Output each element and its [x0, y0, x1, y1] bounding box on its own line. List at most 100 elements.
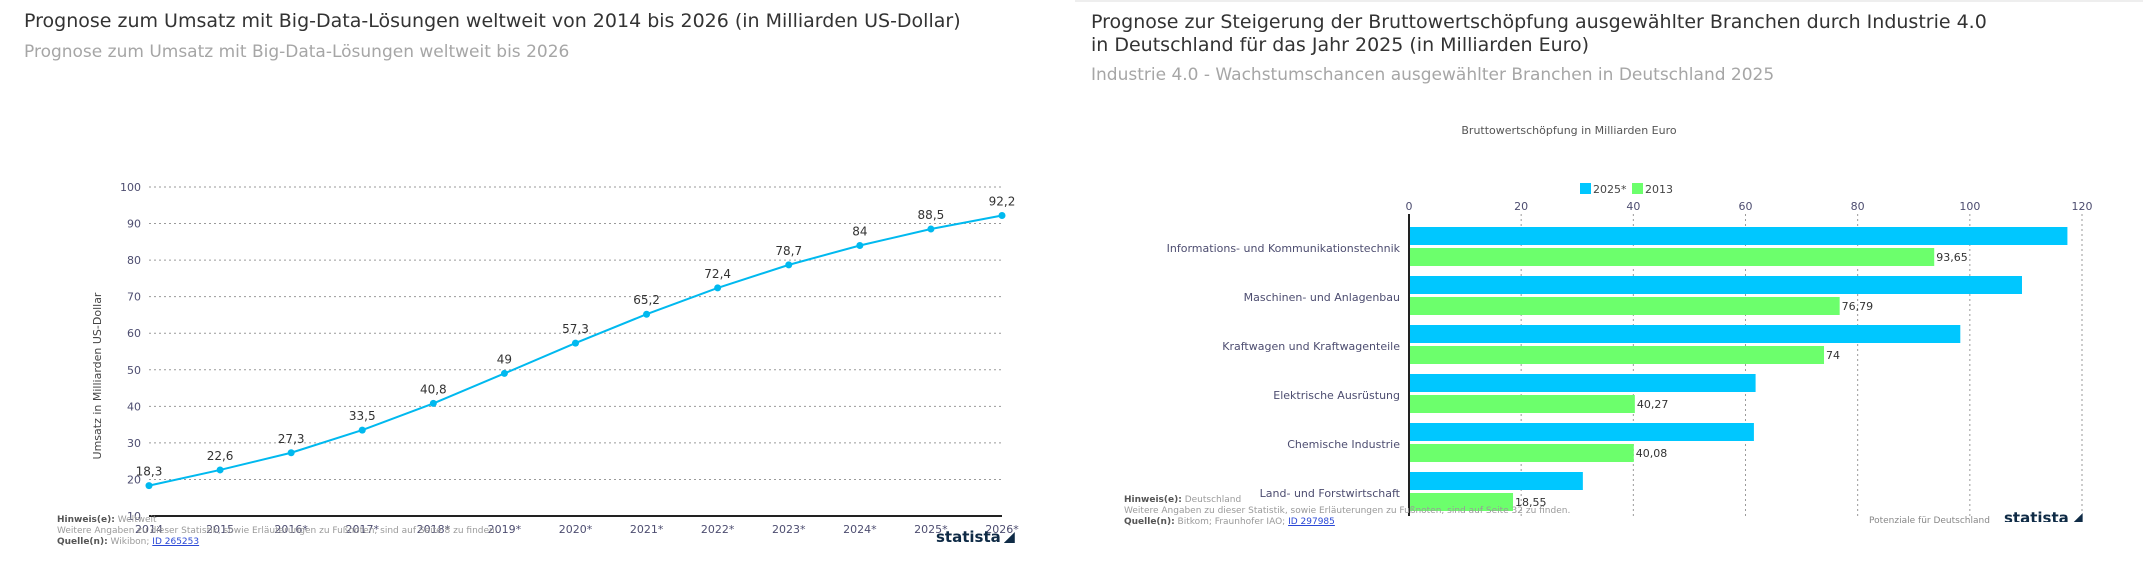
source-label: Quelle(n):: [57, 537, 108, 547]
data-label: 84: [852, 224, 867, 238]
note-value: Deutschland: [1184, 495, 1242, 505]
x-tick-label: 2014: [135, 523, 163, 536]
statista-logo: statista: [936, 528, 1015, 546]
data-point: [216, 466, 224, 474]
bar-2025: [1409, 423, 1754, 441]
y-tick-label: 50: [127, 364, 141, 377]
bar-2013: [1409, 297, 1840, 315]
legend-label: 2025*: [1593, 183, 1627, 196]
y-tick-label: 100: [120, 181, 141, 194]
source-id-link[interactable]: ID 265253: [152, 537, 200, 547]
data-label: 57,3: [562, 322, 589, 336]
x-tick-label: 2022*: [701, 523, 735, 536]
data-point: [643, 310, 651, 318]
x-axis-title: Bruttowertschöpfung in Milliarden Euro: [1461, 124, 1676, 137]
x-tick-label: 2025*: [914, 523, 948, 536]
bar-2025: [1409, 472, 1583, 490]
source-id-link[interactable]: ID 297985: [1288, 517, 1335, 527]
data-label: 92,2: [989, 195, 1016, 209]
data-point: [287, 449, 295, 457]
statista-logo: statista: [2004, 509, 2083, 527]
x-tick-label: 2016*: [274, 523, 308, 536]
legend-swatch: [1580, 183, 1591, 194]
publisher-label: Potenziale für Deutschland: [1869, 516, 1990, 526]
legend-swatch: [1632, 183, 1643, 194]
chart-subtitle: Industrie 4.0 - Wachstumschancen ausgewä…: [1091, 65, 1775, 85]
note-label: Hinweis(e):: [57, 515, 115, 525]
data-point: [927, 225, 935, 233]
bar-2013: [1409, 248, 1935, 266]
x-tick-label: 0: [1406, 200, 1413, 213]
data-label: 33,5: [349, 409, 376, 423]
data-point: [572, 339, 579, 347]
data-label: 88,5: [918, 208, 945, 222]
note-value: Weltweit: [117, 515, 157, 525]
y-tick-label: 20: [127, 473, 141, 486]
y-tick-label: 10: [127, 510, 141, 523]
chart-title: Prognose zur Steigerung der Bruttowertsc…: [1091, 11, 1987, 56]
x-tick-label: 80: [1851, 200, 1865, 213]
source-notes: Hinweis(e): Deutschland Weitere Angaben …: [1124, 495, 1570, 528]
x-tick-label: 2017*: [346, 523, 380, 536]
bar-2025: [1409, 276, 2022, 294]
bar-2013: [1409, 444, 1634, 462]
y-tick-label: 80: [127, 254, 141, 267]
data-label: 40,27: [1637, 398, 1669, 411]
data-label: 22,6: [207, 449, 234, 463]
data-label: 27,3: [278, 432, 305, 446]
x-tick-label: 2021*: [630, 523, 664, 536]
data-label: 76,79: [1842, 300, 1874, 313]
bar-2013: [1409, 395, 1635, 413]
data-label: 74: [1826, 349, 1840, 362]
x-tick-label: 120: [2072, 200, 2093, 213]
x-tick-label: 40: [1626, 200, 1640, 213]
line-chart: 10 20 30 40 50 60 70 80 90 100 2014 2015 2016* 2017*…: [91, 181, 1019, 536]
data-point: [500, 369, 508, 377]
y-tick-label: 90: [127, 218, 141, 231]
category-label: Elektrische Ausrüstung: [1273, 389, 1400, 402]
category-label: Chemische Industrie: [1287, 438, 1400, 451]
source-value: Bitkom; Fraunhofer IAO;: [1177, 517, 1286, 527]
data-label: 78,7: [775, 244, 802, 258]
data-point: [714, 284, 722, 292]
data-point: [785, 261, 793, 269]
brand-text: statista: [2004, 509, 2069, 527]
x-tick-label: 20: [1514, 200, 1528, 213]
category-label: Kraftwagen und Kraftwagenteile: [1222, 340, 1400, 353]
source-label: Quelle(n):: [1124, 517, 1175, 527]
y-tick-label: 30: [127, 437, 141, 450]
data-point: [429, 399, 437, 407]
y-axis-label: Umsatz in Milliarden US-Dollar: [91, 292, 104, 459]
bar-2025: [1409, 374, 1756, 392]
data-label: 49: [497, 352, 512, 366]
data-point: [145, 482, 153, 490]
chart-title: Prognose zum Umsatz mit Big-Data-Lösunge…: [24, 10, 961, 32]
data-point: [358, 426, 366, 434]
bar-2025: [1409, 227, 2068, 245]
more-info-text: Weitere Angaben zu dieser Statistik, sow…: [1124, 506, 1571, 516]
bar-2025: [1409, 325, 1961, 343]
note-label: Hinweis(e):: [1124, 495, 1182, 505]
data-label: 18,55: [1515, 496, 1547, 509]
x-tick-label: 2024*: [843, 523, 877, 536]
category-label: Maschinen- und Anlagenbau: [1244, 291, 1400, 304]
more-info-text: Weitere Angaben zu dieser Statistik, sow…: [57, 526, 498, 536]
bar-2013: [1409, 493, 1514, 511]
legend: 2025* 2013: [1580, 183, 1673, 196]
source-notes: Hinweis(e): Weltweit Weitere Angaben zu …: [57, 515, 498, 548]
brand-text: statista: [936, 528, 1001, 546]
x-tick-label: 2018*: [417, 523, 451, 536]
right-chart-panel: Prognose zur Steigerung der Bruttowertsc…: [1075, 0, 2143, 579]
y-tick-label: 70: [127, 291, 141, 304]
bar-chart: Bruttowertschöpfung in Milliarden Euro 2…: [1167, 124, 2093, 516]
y-tick-label: 40: [127, 400, 141, 413]
bar-2013: [1409, 346, 1825, 364]
data-label: 40,8: [420, 382, 447, 396]
data-label: 40,08: [1636, 447, 1668, 460]
x-tick-label: 100: [1959, 200, 1980, 213]
x-tick-label: 2019*: [488, 523, 522, 536]
chart-subtitle: Prognose zum Umsatz mit Big-Data-Lösunge…: [24, 42, 570, 62]
data-label: 72,4: [704, 267, 731, 281]
category-label: Informations- und Kommunikationstechnik: [1167, 242, 1401, 255]
y-tick-label: 60: [127, 327, 141, 340]
